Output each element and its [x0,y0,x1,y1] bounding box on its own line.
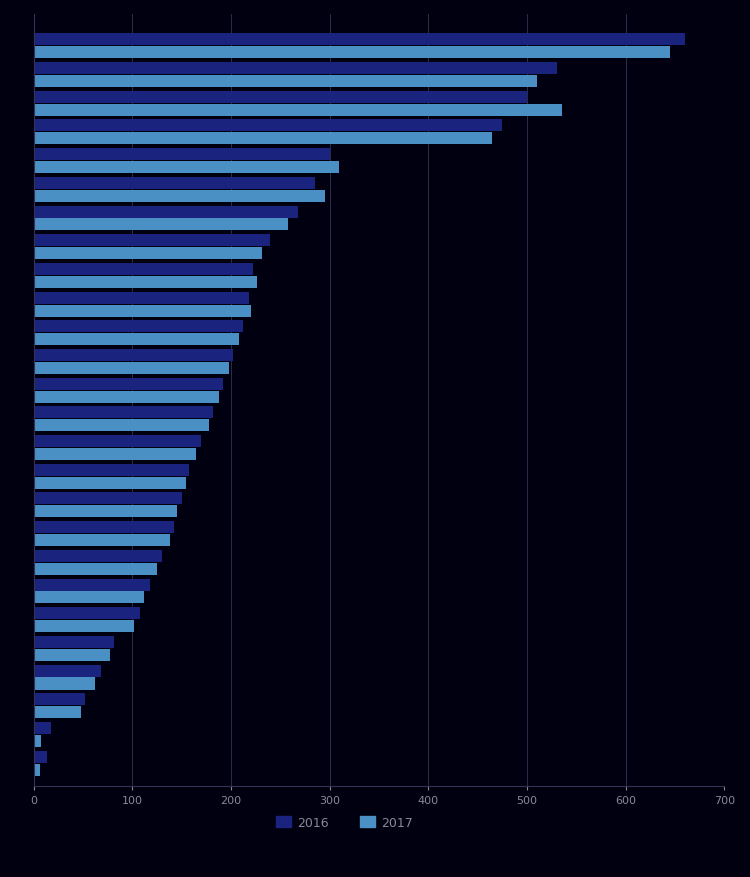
Bar [34,493,182,505]
Bar [34,722,51,734]
Bar [34,678,94,689]
Bar [34,464,190,476]
Bar [34,63,556,75]
Legend: 2016, 2017: 2016, 2017 [271,810,418,834]
Bar [34,76,537,88]
Bar [34,522,174,533]
Bar [34,362,229,374]
Bar [34,276,256,289]
Bar [34,550,162,562]
Bar [34,477,185,489]
Bar [34,636,115,648]
Bar [34,305,251,317]
Bar [34,235,271,247]
Bar [34,34,685,46]
Bar [34,206,298,218]
Bar [34,219,288,232]
Bar [34,264,253,275]
Bar [34,378,223,390]
Bar [34,751,47,763]
Bar [34,149,329,161]
Bar [34,665,101,677]
Bar [34,334,239,346]
Bar [34,104,562,117]
Bar [34,248,262,260]
Bar [34,120,502,132]
Bar [34,420,209,431]
Bar [34,350,233,361]
Bar [34,91,527,103]
Bar [34,608,140,619]
Bar [34,534,170,546]
Bar [34,706,81,718]
Bar [34,162,340,174]
Bar [34,436,201,447]
Bar [34,649,110,661]
Bar [34,563,157,575]
Bar [34,47,670,60]
Bar [34,178,315,189]
Bar [34,620,134,632]
Bar [34,391,219,403]
Bar [34,292,249,304]
Bar [34,133,493,146]
Bar [34,764,40,776]
Bar [34,735,41,747]
Bar [34,694,85,705]
Bar [34,190,325,203]
Bar [34,506,176,517]
Bar [34,321,243,333]
Bar [34,407,213,419]
Bar [34,579,150,591]
Bar [34,592,144,603]
Bar [34,448,197,460]
